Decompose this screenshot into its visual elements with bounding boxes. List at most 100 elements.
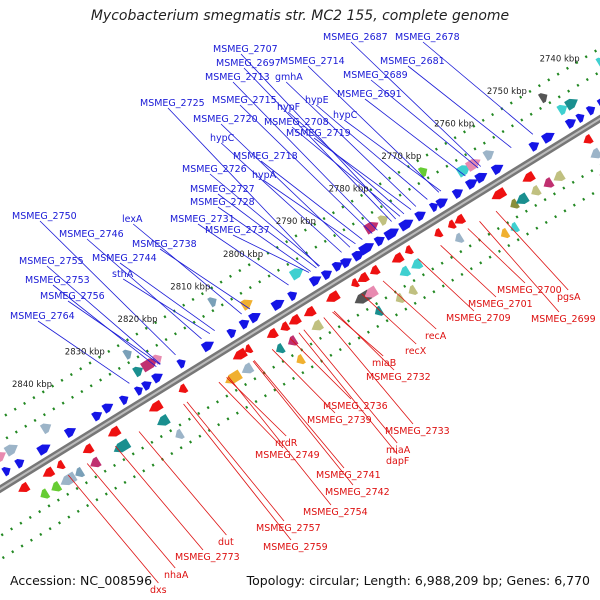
reverse-gene bbox=[157, 413, 171, 426]
forward-gene bbox=[596, 97, 600, 109]
forward-gene bbox=[383, 228, 399, 241]
forward-gene bbox=[239, 299, 253, 311]
reverse-gene-label: MSMEG_2754 bbox=[303, 507, 368, 518]
forward-gene bbox=[363, 222, 379, 235]
forward-gene-label: hypC bbox=[210, 133, 235, 144]
forward-gene bbox=[270, 299, 285, 312]
forward-gene bbox=[151, 373, 163, 384]
forward-gene bbox=[358, 243, 375, 256]
reverse-gene-label: miaB bbox=[372, 358, 396, 369]
forward-gene bbox=[133, 386, 143, 396]
reverse-gene bbox=[107, 425, 122, 437]
forward-gene bbox=[248, 312, 261, 324]
forward-gene-label: MSMEG_2738 bbox=[132, 239, 197, 250]
reverse-gene bbox=[225, 369, 243, 384]
forward-gene bbox=[63, 427, 77, 439]
forward-gene-label: MSMEG_2678 bbox=[395, 32, 460, 43]
forward-label-connector bbox=[167, 107, 320, 267]
forward-gene-label: MSMEG_2697 bbox=[216, 58, 281, 69]
reverse-gene bbox=[311, 319, 324, 331]
forward-gene bbox=[101, 403, 114, 414]
forward-gene bbox=[373, 236, 385, 247]
forward-gene bbox=[152, 354, 162, 365]
forward-gene bbox=[207, 297, 217, 308]
reverse-label-connector bbox=[418, 258, 475, 312]
reverse-gene bbox=[351, 278, 360, 288]
forward-label-connector bbox=[217, 193, 317, 269]
forward-gene bbox=[414, 211, 426, 222]
reverse-gene bbox=[374, 305, 385, 316]
reverse-gene bbox=[447, 219, 457, 229]
reverse-gene-label: MSMEG_2773 bbox=[175, 552, 240, 563]
reverse-gene bbox=[510, 221, 521, 233]
forward-gene-label: gmhA bbox=[275, 72, 303, 83]
reverse-gene-label: recA bbox=[425, 331, 447, 342]
forward-label-connector bbox=[364, 98, 466, 177]
reverse-gene bbox=[491, 187, 508, 200]
forward-gene-label: hypE bbox=[305, 95, 329, 106]
forward-gene-label: MSMEG_2681 bbox=[380, 56, 445, 67]
forward-gene-label: sthA bbox=[112, 269, 134, 280]
reverse-gene bbox=[280, 321, 291, 331]
reverse-gene bbox=[516, 192, 530, 205]
forward-gene bbox=[435, 198, 448, 209]
reverse-gene bbox=[391, 252, 405, 263]
forward-gene-label: MSMEG_2689 bbox=[343, 70, 408, 81]
reverse-label-connector bbox=[218, 381, 284, 449]
kbp-tick-label: 2840 kbp bbox=[12, 380, 52, 390]
forward-gene bbox=[36, 444, 51, 456]
reverse-gene-label: MSMEG_2736 bbox=[323, 401, 388, 412]
forward-label-connector bbox=[46, 265, 161, 365]
reverse-gene-label: dut bbox=[218, 537, 234, 548]
guide-ring bbox=[0, 46, 600, 421]
forward-gene bbox=[564, 119, 577, 129]
reverse-gene bbox=[40, 488, 51, 499]
forward-label-connector bbox=[217, 206, 311, 272]
forward-gene bbox=[226, 328, 237, 339]
forward-gene bbox=[140, 358, 158, 373]
forward-gene-label: MSMEG_2727 bbox=[190, 184, 255, 195]
reverse-gene bbox=[232, 347, 248, 360]
reverse-gene-label: MSMEG_2739 bbox=[307, 415, 372, 426]
forward-gene-label: MSMEG_2764 bbox=[10, 311, 75, 322]
forward-gene bbox=[3, 444, 18, 457]
kbp-tick-label: 2740 kbp bbox=[540, 54, 580, 64]
forward-gene-label: MSMEG_2708 bbox=[264, 117, 329, 128]
reverse-gene bbox=[590, 147, 600, 159]
forward-gene bbox=[91, 411, 103, 422]
forward-label-connector bbox=[209, 173, 320, 267]
reverse-label-connector bbox=[479, 221, 560, 313]
forward-gene-label: MSMEG_2750 bbox=[12, 211, 77, 222]
forward-gene bbox=[287, 291, 298, 302]
reverse-gene bbox=[408, 284, 419, 295]
forward-gene bbox=[455, 165, 471, 178]
forward-gene bbox=[288, 268, 304, 281]
forward-gene-label: MSMEG_2713 bbox=[205, 72, 270, 83]
forward-gene-label: MSMEG_2744 bbox=[92, 253, 157, 264]
forward-gene-label: MSMEG_2726 bbox=[182, 164, 247, 175]
reverse-label-connector bbox=[253, 360, 345, 469]
forward-gene bbox=[308, 276, 322, 287]
forward-gene-label: MSMEG_2737 bbox=[205, 225, 270, 236]
reverse-gene-label: MSMEG_2732 bbox=[366, 372, 431, 383]
reverse-gene bbox=[303, 305, 317, 317]
forward-label-connector bbox=[220, 123, 351, 248]
reverse-label-connector bbox=[115, 445, 204, 551]
forward-gene bbox=[595, 57, 600, 68]
forward-gene bbox=[564, 98, 578, 111]
forward-gene-label: MSMEG_2719 bbox=[286, 128, 351, 139]
forward-gene bbox=[118, 395, 129, 406]
forward-label-connector bbox=[197, 223, 289, 286]
forward-gene-label: MSMEG_2755 bbox=[19, 256, 84, 267]
reverse-gene bbox=[42, 466, 56, 477]
forward-gene-label: MSMEG_2720 bbox=[193, 114, 258, 125]
forward-gene bbox=[428, 202, 439, 213]
reverse-gene bbox=[175, 428, 185, 439]
genome-backbone-highlight bbox=[0, 117, 600, 491]
forward-gene bbox=[490, 164, 504, 176]
kbp-tick-label: 2760 kbp bbox=[434, 120, 474, 130]
reverse-gene bbox=[404, 244, 414, 255]
reverse-label-connector bbox=[227, 376, 332, 506]
reverse-gene bbox=[357, 271, 370, 283]
reverse-gene-label: MSMEG_2757 bbox=[256, 523, 321, 534]
